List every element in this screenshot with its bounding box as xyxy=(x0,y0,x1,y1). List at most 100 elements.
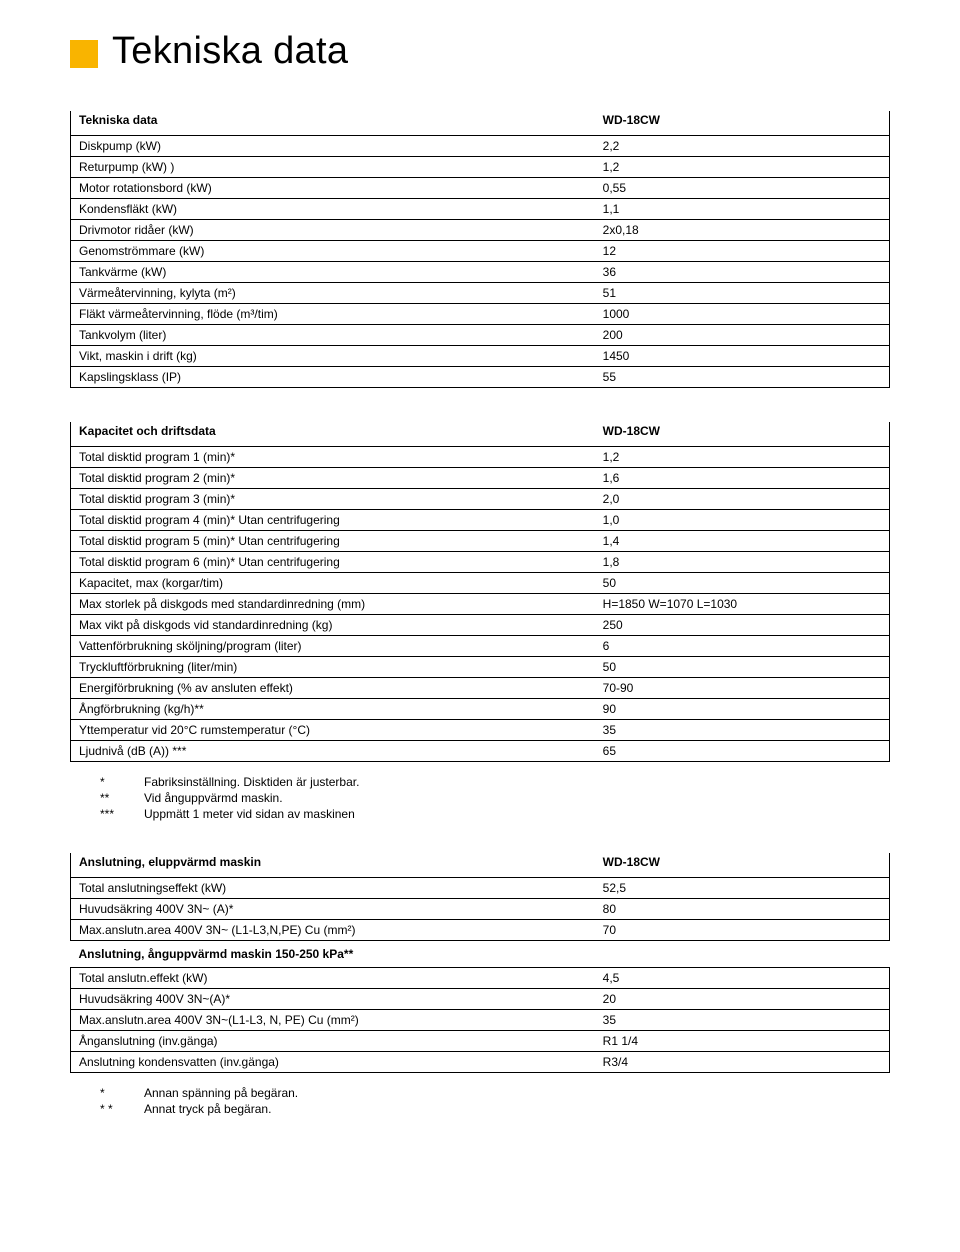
cell-value: 12 xyxy=(595,241,890,262)
footnote-text: Annan spänning på begäran. xyxy=(144,1085,298,1101)
cell-label: Diskpump (kW) xyxy=(71,136,595,157)
cell-value: 80 xyxy=(595,898,890,919)
table-tekniska-data: Tekniska data WD-18CW Diskpump (kW)2,2Re… xyxy=(70,111,890,388)
cell-value: 1000 xyxy=(595,304,890,325)
table-row: Ljudnivå (dB (A)) ***65 xyxy=(71,741,890,762)
footnotes-kapacitet: *Fabriksinställning. Disktiden är juster… xyxy=(100,774,890,823)
footnote-text: Fabriksinställning. Disktiden är justerb… xyxy=(144,774,359,790)
cell-label: Max.anslutn.area 400V 3N~ (L1-L3,N,PE) C… xyxy=(71,919,595,940)
cell-label: Total disktid program 4 (min)* Utan cent… xyxy=(71,510,595,531)
footnote-symbol: ** xyxy=(100,790,144,806)
cell-label: Energiförbrukning (% av ansluten effekt) xyxy=(71,678,595,699)
cell-label: Total anslutningseffekt (kW) xyxy=(71,877,595,898)
cell-value: 1,4 xyxy=(595,531,890,552)
table-row: Total disktid program 5 (min)* Utan cent… xyxy=(71,531,890,552)
cell-label: Max vikt på diskgods vid standardinredni… xyxy=(71,615,595,636)
table-row: Ånganslutning (inv.gänga)R1 1/4 xyxy=(71,1030,890,1051)
table-row: Värmeåtervinning, kylyta (m²)51 xyxy=(71,283,890,304)
footnote-row: **Vid ånguppvärmd maskin. xyxy=(100,790,890,806)
cell-value: 50 xyxy=(595,657,890,678)
cell-value: 55 xyxy=(595,367,890,388)
footnotes-anslutning: *Annan spänning på begäran.* *Annat tryc… xyxy=(100,1085,890,1117)
table-row: Huvudsäkring 400V 3N~(A)*20 xyxy=(71,988,890,1009)
cell-label: Anslutning kondensvatten (inv.gänga) xyxy=(71,1051,595,1072)
footnote-text: Uppmätt 1 meter vid sidan av maskinen xyxy=(144,806,355,822)
footnote-symbol: *** xyxy=(100,806,144,822)
table-row: Motor rotationsbord (kW)0,55 xyxy=(71,178,890,199)
cell-label: Total disktid program 3 (min)* xyxy=(71,489,595,510)
table-row: Max storlek på diskgods med standardinre… xyxy=(71,594,890,615)
cell-value: 70-90 xyxy=(595,678,890,699)
cell-label: Motor rotationsbord (kW) xyxy=(71,178,595,199)
table-section-header: Anslutning, ånguppvärmd maskin 150-250 k… xyxy=(71,940,890,967)
col-header: WD-18CW xyxy=(595,111,890,136)
col-header: WD-18CW xyxy=(595,422,890,447)
cell-value: 1,8 xyxy=(595,552,890,573)
table-row: Yttemperatur vid 20°C rumstemperatur (°C… xyxy=(71,720,890,741)
cell-value: 36 xyxy=(595,262,890,283)
cell-label: Kondensfläkt (kW) xyxy=(71,199,595,220)
cell-value: R1 1/4 xyxy=(595,1030,890,1051)
table-row: Ångförbrukning (kg/h)**90 xyxy=(71,699,890,720)
footnote-symbol: * xyxy=(100,774,144,790)
footnote-text: Annat tryck på begäran. xyxy=(144,1101,271,1117)
cell-label: Returpump (kW) ) xyxy=(71,157,595,178)
cell-value: 4,5 xyxy=(595,967,890,988)
cell-label: Ånganslutning (inv.gänga) xyxy=(71,1030,595,1051)
cell-label: Värmeåtervinning, kylyta (m²) xyxy=(71,283,595,304)
col-header: Tekniska data xyxy=(71,111,595,136)
footnote-row: *Annan spänning på begäran. xyxy=(100,1085,890,1101)
col-header: Kapacitet och driftsdata xyxy=(71,422,595,447)
table-row: Total disktid program 1 (min)*1,2 xyxy=(71,447,890,468)
table-row: Max.anslutn.area 400V 3N~ (L1-L3,N,PE) C… xyxy=(71,919,890,940)
cell-value: 90 xyxy=(595,699,890,720)
cell-label: Ångförbrukning (kg/h)** xyxy=(71,699,595,720)
cell-value: 70 xyxy=(595,919,890,940)
cell-value: 20 xyxy=(595,988,890,1009)
table-row: Total disktid program 4 (min)* Utan cent… xyxy=(71,510,890,531)
table-row: Total disktid program 2 (min)*1,6 xyxy=(71,468,890,489)
cell-label: Tankvolym (liter) xyxy=(71,325,595,346)
footnote-row: *Fabriksinställning. Disktiden är juster… xyxy=(100,774,890,790)
cell-value: H=1850 W=1070 L=1030 xyxy=(595,594,890,615)
cell-value: 1,0 xyxy=(595,510,890,531)
table-row: Anslutning kondensvatten (inv.gänga)R3/4 xyxy=(71,1051,890,1072)
cell-value: 1,1 xyxy=(595,199,890,220)
footnote-symbol: * xyxy=(100,1085,144,1101)
cell-value: 35 xyxy=(595,720,890,741)
footnote-row: * *Annat tryck på begäran. xyxy=(100,1101,890,1117)
col-header: WD-18CW xyxy=(595,853,890,878)
table-row: Total disktid program 6 (min)* Utan cent… xyxy=(71,552,890,573)
col-header: Anslutning, eluppvärmd maskin xyxy=(71,853,595,878)
cell-label: Total disktid program 1 (min)* xyxy=(71,447,595,468)
cell-label: Vattenförbrukning sköljning/program (lit… xyxy=(71,636,595,657)
cell-value: 2x0,18 xyxy=(595,220,890,241)
table-row: Returpump (kW) )1,2 xyxy=(71,157,890,178)
table-row: Total anslutningseffekt (kW)52,5 xyxy=(71,877,890,898)
footnote-text: Vid ånguppvärmd maskin. xyxy=(144,790,283,806)
cell-label: Huvudsäkring 400V 3N~(A)* xyxy=(71,988,595,1009)
table-row: Tryckluftförbrukning (liter/min)50 xyxy=(71,657,890,678)
cell-label: Max.anslutn.area 400V 3N~(L1-L3, N, PE) … xyxy=(71,1009,595,1030)
cell-value: 1,6 xyxy=(595,468,890,489)
table-row: Vikt, maskin i drift (kg)1450 xyxy=(71,346,890,367)
cell-label: Tryckluftförbrukning (liter/min) xyxy=(71,657,595,678)
cell-label: Yttemperatur vid 20°C rumstemperatur (°C… xyxy=(71,720,595,741)
cell-label: Tankvärme (kW) xyxy=(71,262,595,283)
cell-value: 250 xyxy=(595,615,890,636)
page-title: Tekniska data xyxy=(112,30,348,73)
cell-value: 2,0 xyxy=(595,489,890,510)
table-row: Vattenförbrukning sköljning/program (lit… xyxy=(71,636,890,657)
cell-label: Genomströmmare (kW) xyxy=(71,241,595,262)
footnote-row: ***Uppmätt 1 meter vid sidan av maskinen xyxy=(100,806,890,822)
table-row: Tankvolym (liter)200 xyxy=(71,325,890,346)
cell-label: Max storlek på diskgods med standardinre… xyxy=(71,594,595,615)
cell-label: Anslutning, ånguppvärmd maskin 150-250 k… xyxy=(71,940,595,967)
cell-label: Ljudnivå (dB (A)) *** xyxy=(71,741,595,762)
table-row: Tankvärme (kW)36 xyxy=(71,262,890,283)
cell-label: Total disktid program 2 (min)* xyxy=(71,468,595,489)
cell-value: 1,2 xyxy=(595,157,890,178)
table-row: Total anslutn.effekt (kW)4,5 xyxy=(71,967,890,988)
table-row: Max vikt på diskgods vid standardinredni… xyxy=(71,615,890,636)
cell-value: 1450 xyxy=(595,346,890,367)
